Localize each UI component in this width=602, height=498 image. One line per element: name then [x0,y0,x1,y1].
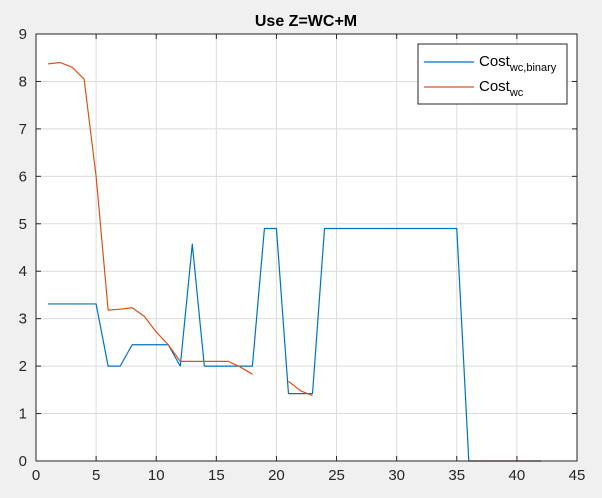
x-tick-label: 20 [268,467,285,484]
legend-box [417,43,568,105]
y-tick-label: 0 [19,453,27,470]
series-cost-wc-binary [48,227,541,462]
y-tick-label: 1 [19,406,27,423]
y-tick-label: 6 [19,168,27,185]
x-tick-label: 10 [148,467,165,484]
y-tick-label: 4 [19,263,27,280]
legend-label-main: Cost [479,78,511,95]
x-tick-label: 35 [448,467,465,484]
tick-marks [35,33,578,462]
y-tick-label: 8 [19,73,27,90]
y-tick-label: 2 [19,358,27,375]
y-tick-label: 7 [19,121,27,138]
axes-box [35,33,578,462]
grid-lines [36,34,577,461]
series-line [48,227,541,462]
x-tick-label: 25 [328,467,345,484]
series-line [47,61,253,375]
legend-label-subscript: wc,binary [509,62,557,74]
legend-label-subscript: wc [509,87,524,99]
legend-label-main: Cost [479,53,511,70]
y-tick-label: 9 [19,26,27,43]
y-tick-label: 5 [19,216,27,233]
x-tick-label: 0 [32,467,40,484]
series-line [288,380,313,397]
axes-background [36,34,577,461]
x-tick-label: 15 [208,467,225,484]
x-tick-label: 45 [569,467,586,484]
legend: Costwc,binary Costwc [417,43,568,105]
x-tick-label: 5 [92,467,100,484]
y-tick-label: 3 [19,311,27,328]
legend-label-cost-wc: Costwc [479,78,524,99]
x-tick-label: 30 [388,467,405,484]
legend-label-cost-wc-binary: Costwc,binary [479,53,557,74]
x-tick-label: 40 [509,467,526,484]
chart-title: Use Z=WC+M [255,13,357,30]
